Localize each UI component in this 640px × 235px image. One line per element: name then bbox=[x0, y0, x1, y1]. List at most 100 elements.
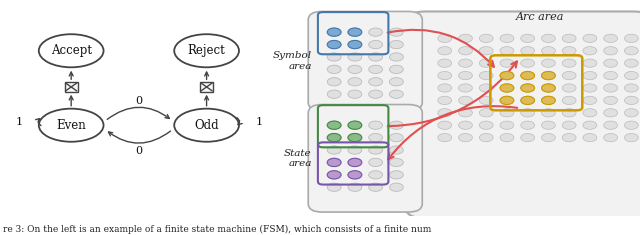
Circle shape bbox=[563, 34, 576, 43]
Circle shape bbox=[500, 34, 514, 43]
Circle shape bbox=[521, 84, 534, 92]
FancyBboxPatch shape bbox=[308, 12, 422, 111]
Circle shape bbox=[369, 146, 383, 154]
Circle shape bbox=[390, 78, 403, 86]
Circle shape bbox=[479, 121, 493, 129]
Circle shape bbox=[327, 183, 341, 191]
Circle shape bbox=[348, 171, 362, 179]
Circle shape bbox=[625, 71, 638, 80]
Circle shape bbox=[327, 133, 341, 142]
Circle shape bbox=[327, 28, 341, 36]
Ellipse shape bbox=[39, 34, 104, 67]
Circle shape bbox=[541, 121, 556, 129]
Text: Reject: Reject bbox=[188, 44, 225, 57]
Circle shape bbox=[583, 47, 596, 55]
Circle shape bbox=[348, 171, 362, 179]
Ellipse shape bbox=[174, 34, 239, 67]
Circle shape bbox=[625, 133, 638, 142]
Circle shape bbox=[625, 59, 638, 67]
Circle shape bbox=[625, 121, 638, 129]
Circle shape bbox=[438, 84, 452, 92]
Circle shape bbox=[541, 71, 556, 80]
Circle shape bbox=[438, 59, 452, 67]
Circle shape bbox=[500, 133, 514, 142]
Circle shape bbox=[458, 47, 472, 55]
Text: State
area: State area bbox=[284, 149, 312, 168]
Circle shape bbox=[438, 71, 452, 80]
Circle shape bbox=[583, 71, 596, 80]
Circle shape bbox=[479, 133, 493, 142]
Circle shape bbox=[348, 28, 362, 36]
Circle shape bbox=[327, 53, 341, 61]
Circle shape bbox=[500, 47, 514, 55]
Circle shape bbox=[348, 183, 362, 191]
Circle shape bbox=[327, 78, 341, 86]
Circle shape bbox=[327, 28, 341, 36]
Circle shape bbox=[625, 84, 638, 92]
Circle shape bbox=[541, 71, 556, 80]
FancyBboxPatch shape bbox=[405, 12, 640, 218]
Text: re 3: On the left is an example of a finite state machine (FSM), which consists : re 3: On the left is an example of a fin… bbox=[3, 225, 431, 234]
Circle shape bbox=[604, 121, 618, 129]
Circle shape bbox=[390, 90, 403, 98]
Circle shape bbox=[541, 96, 556, 105]
Circle shape bbox=[369, 78, 383, 86]
Circle shape bbox=[390, 133, 403, 142]
Circle shape bbox=[500, 71, 514, 80]
Circle shape bbox=[458, 71, 472, 80]
Circle shape bbox=[348, 40, 362, 49]
Circle shape bbox=[438, 96, 452, 105]
Circle shape bbox=[500, 96, 514, 105]
Circle shape bbox=[327, 65, 341, 74]
Ellipse shape bbox=[39, 109, 104, 142]
Circle shape bbox=[390, 65, 403, 74]
Circle shape bbox=[369, 40, 383, 49]
Bar bbox=[65, 82, 78, 92]
Text: 1: 1 bbox=[15, 117, 22, 127]
Text: Even: Even bbox=[56, 119, 86, 132]
Circle shape bbox=[348, 53, 362, 61]
Circle shape bbox=[369, 65, 383, 74]
Circle shape bbox=[479, 47, 493, 55]
Circle shape bbox=[458, 133, 472, 142]
Circle shape bbox=[438, 47, 452, 55]
Circle shape bbox=[369, 133, 383, 142]
Circle shape bbox=[390, 28, 403, 36]
Bar bbox=[200, 82, 213, 92]
Circle shape bbox=[521, 71, 534, 80]
Circle shape bbox=[327, 40, 341, 49]
Circle shape bbox=[500, 96, 514, 105]
Circle shape bbox=[348, 146, 362, 154]
Circle shape bbox=[541, 96, 556, 105]
Circle shape bbox=[369, 121, 383, 129]
Circle shape bbox=[563, 121, 576, 129]
Circle shape bbox=[563, 133, 576, 142]
Circle shape bbox=[327, 121, 341, 129]
Circle shape bbox=[438, 109, 452, 117]
Circle shape bbox=[521, 59, 534, 67]
Circle shape bbox=[583, 121, 596, 129]
Circle shape bbox=[348, 133, 362, 142]
Circle shape bbox=[625, 109, 638, 117]
Circle shape bbox=[458, 84, 472, 92]
Circle shape bbox=[458, 96, 472, 105]
Circle shape bbox=[583, 59, 596, 67]
Circle shape bbox=[521, 133, 534, 142]
Circle shape bbox=[369, 183, 383, 191]
Circle shape bbox=[604, 96, 618, 105]
Circle shape bbox=[541, 109, 556, 117]
Circle shape bbox=[604, 47, 618, 55]
Circle shape bbox=[521, 96, 534, 105]
Circle shape bbox=[348, 121, 362, 129]
Circle shape bbox=[521, 96, 534, 105]
Circle shape bbox=[369, 90, 383, 98]
Circle shape bbox=[521, 109, 534, 117]
Circle shape bbox=[327, 121, 341, 129]
Circle shape bbox=[541, 34, 556, 43]
Circle shape bbox=[327, 171, 341, 179]
Circle shape bbox=[348, 78, 362, 86]
Text: 0: 0 bbox=[135, 146, 143, 156]
Circle shape bbox=[541, 47, 556, 55]
Text: Odd: Odd bbox=[195, 119, 219, 132]
Circle shape bbox=[541, 84, 556, 92]
